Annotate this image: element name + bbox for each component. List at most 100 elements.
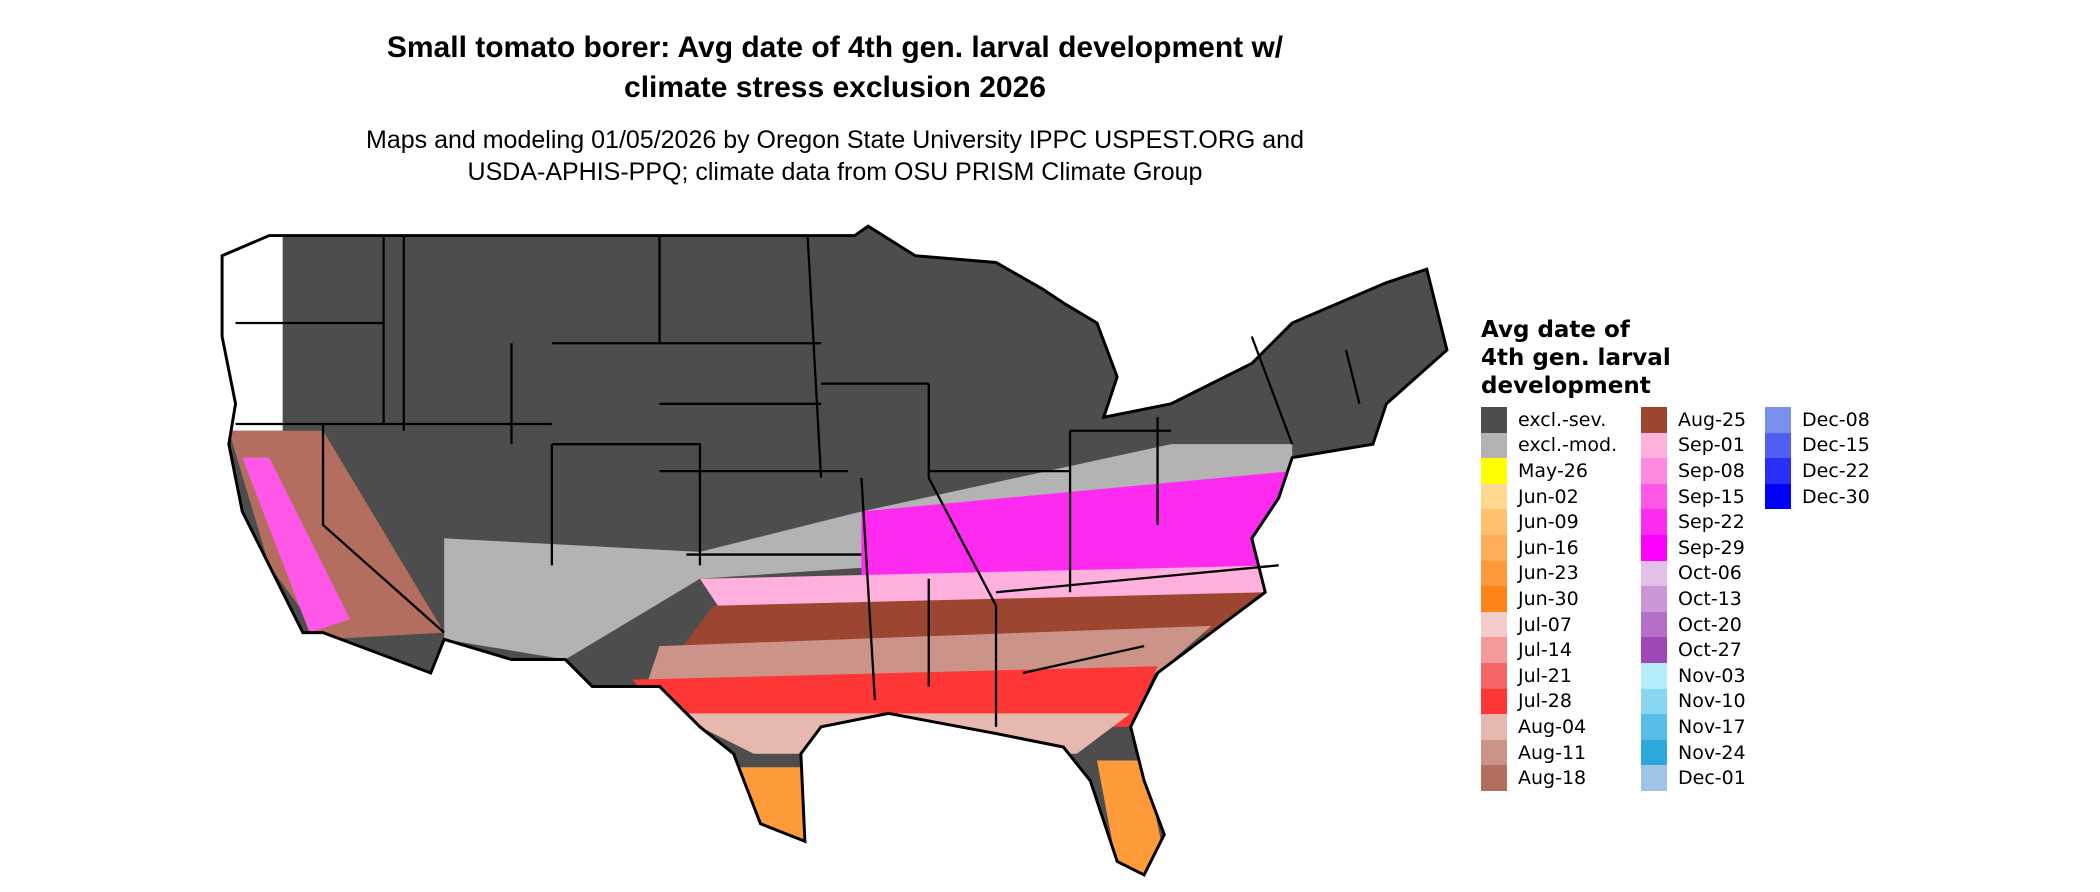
legend-label: Oct-06 bbox=[1678, 562, 1742, 585]
legend-swatch bbox=[1765, 458, 1791, 484]
legend-swatch bbox=[1765, 483, 1791, 510]
legend-label: Nov-24 bbox=[1678, 741, 1746, 764]
legend-label: excl.-mod. bbox=[1518, 434, 1618, 457]
map-title: Small tomato borer: Avg date of 4th gen.… bbox=[386, 31, 1284, 104]
map-subtitle: Maps and modeling 01/05/2026 by Oregon S… bbox=[366, 126, 1304, 186]
legend-item: Sep-01 bbox=[1641, 432, 1746, 459]
legend-item: Dec-22 bbox=[1765, 458, 1870, 484]
legend-label: Jul-14 bbox=[1518, 639, 1572, 662]
legend-swatch bbox=[1481, 739, 1507, 766]
legend-swatch bbox=[1481, 509, 1507, 535]
legend-label: Nov-03 bbox=[1678, 664, 1746, 687]
legend-swatch bbox=[1641, 509, 1667, 535]
legend-label: Dec-08 bbox=[1802, 408, 1870, 431]
legend-label: Nov-17 bbox=[1678, 715, 1746, 738]
legend-item: Oct-06 bbox=[1641, 560, 1746, 587]
legend-column: Dec-08 Dec-15 Dec-22 Dec-30 bbox=[1765, 407, 1870, 510]
legend-label: Sep-22 bbox=[1678, 511, 1745, 534]
legend-swatch bbox=[1641, 560, 1667, 587]
legend-swatch bbox=[1641, 739, 1667, 766]
legend-label: Sep-29 bbox=[1678, 536, 1745, 559]
legend-label: Nov-10 bbox=[1678, 690, 1746, 713]
legend-label: Jun-09 bbox=[1518, 511, 1579, 534]
legend-item: Nov-17 bbox=[1641, 714, 1746, 740]
legend-label: May-26 bbox=[1518, 459, 1588, 482]
legend-swatch bbox=[1641, 662, 1667, 689]
legend-label: Sep-01 bbox=[1678, 434, 1745, 457]
legend-swatch bbox=[1641, 637, 1667, 663]
legend-item: Jun-09 bbox=[1481, 509, 1617, 535]
legend-item: Jun-30 bbox=[1481, 586, 1617, 612]
legend-label: Jun-02 bbox=[1518, 485, 1579, 508]
legend-item: Sep-08 bbox=[1641, 458, 1746, 484]
legend-item: Dec-15 bbox=[1765, 432, 1870, 459]
legend-title: Avg date of 4th gen. larval development bbox=[1481, 317, 1671, 399]
legend-item: Jul-21 bbox=[1481, 662, 1617, 689]
legend-swatch bbox=[1641, 611, 1667, 638]
legend-item: Dec-30 bbox=[1765, 483, 1870, 510]
legend-label: Dec-22 bbox=[1802, 459, 1870, 482]
legend-swatch bbox=[1641, 432, 1667, 459]
legend-swatch bbox=[1481, 407, 1507, 433]
legend-swatch bbox=[1641, 534, 1667, 561]
legend-label: Dec-30 bbox=[1802, 485, 1870, 508]
legend-swatch bbox=[1481, 458, 1507, 484]
legend-swatch bbox=[1481, 714, 1507, 740]
legend-swatch bbox=[1641, 407, 1667, 433]
legend-item: Sep-22 bbox=[1641, 509, 1746, 535]
legend-item: Oct-13 bbox=[1641, 586, 1746, 612]
legend-label: Oct-27 bbox=[1678, 639, 1742, 662]
legend-item: Jul-14 bbox=[1481, 637, 1617, 663]
legend-swatch bbox=[1765, 407, 1791, 433]
legend-swatch bbox=[1481, 765, 1507, 791]
legend-label: Dec-01 bbox=[1678, 767, 1746, 790]
legend-item: Dec-08 bbox=[1765, 407, 1870, 433]
legend-label: Aug-11 bbox=[1518, 741, 1587, 764]
legend-swatch bbox=[1481, 483, 1507, 510]
legend-label: Jun-23 bbox=[1518, 562, 1579, 585]
legend-item: Jul-28 bbox=[1481, 688, 1617, 715]
legend-item: Aug-18 bbox=[1481, 765, 1617, 791]
legend-item: Aug-11 bbox=[1481, 739, 1617, 766]
legend-label: Aug-25 bbox=[1678, 408, 1747, 431]
legend-swatch bbox=[1481, 662, 1507, 689]
legend-label: Jun-16 bbox=[1518, 536, 1579, 559]
legend-item: Jun-23 bbox=[1481, 560, 1617, 587]
legend-label: Jun-30 bbox=[1518, 587, 1579, 610]
legend-swatch bbox=[1481, 534, 1507, 561]
legend-item: Jun-02 bbox=[1481, 483, 1617, 510]
legend-label: Jul-28 bbox=[1518, 690, 1572, 713]
legend-item: Dec-01 bbox=[1641, 765, 1746, 791]
legend-swatch bbox=[1481, 611, 1507, 638]
legend-swatch bbox=[1641, 765, 1667, 791]
legend-column: excl.-sev. excl.-mod. May-26 Jun-02 Jun-09 Ju… bbox=[1481, 407, 1617, 791]
legend-swatch bbox=[1641, 458, 1667, 484]
legend-swatch bbox=[1765, 432, 1791, 459]
legend-swatch bbox=[1481, 560, 1507, 587]
legend-item: Sep-15 bbox=[1641, 483, 1746, 510]
legend-label: Oct-13 bbox=[1678, 587, 1742, 610]
legend-swatch bbox=[1641, 714, 1667, 740]
legend-label: Aug-18 bbox=[1518, 767, 1587, 790]
state-borders bbox=[235, 235, 1361, 727]
legend-item: Jul-07 bbox=[1481, 611, 1617, 638]
legend-item: Oct-27 bbox=[1641, 637, 1746, 663]
legend-item: Nov-10 bbox=[1641, 688, 1746, 715]
legend-item: Nov-24 bbox=[1641, 739, 1746, 766]
legend-swatch bbox=[1481, 637, 1507, 663]
legend-item: excl.-mod. bbox=[1481, 432, 1618, 459]
legend-label: Oct-20 bbox=[1678, 613, 1742, 636]
legend-item: Jun-16 bbox=[1481, 534, 1617, 561]
legend-label: excl.-sev. bbox=[1518, 408, 1607, 431]
legend-item: Sep-29 bbox=[1641, 534, 1746, 561]
legend-column: Aug-25 Sep-01 Sep-08 Sep-15 Sep-22 Sep-29 Oct-… bbox=[1641, 407, 1746, 791]
legend-item: Aug-25 bbox=[1641, 407, 1746, 433]
legend-item: Oct-20 bbox=[1641, 611, 1746, 638]
legend-swatch bbox=[1641, 586, 1667, 612]
legend-swatch bbox=[1481, 586, 1507, 612]
legend-label: Sep-15 bbox=[1678, 485, 1745, 508]
legend-label: Sep-08 bbox=[1678, 459, 1745, 482]
legend-swatch bbox=[1481, 688, 1507, 715]
legend-label: Aug-04 bbox=[1518, 715, 1587, 738]
legend-swatch bbox=[1481, 432, 1507, 459]
